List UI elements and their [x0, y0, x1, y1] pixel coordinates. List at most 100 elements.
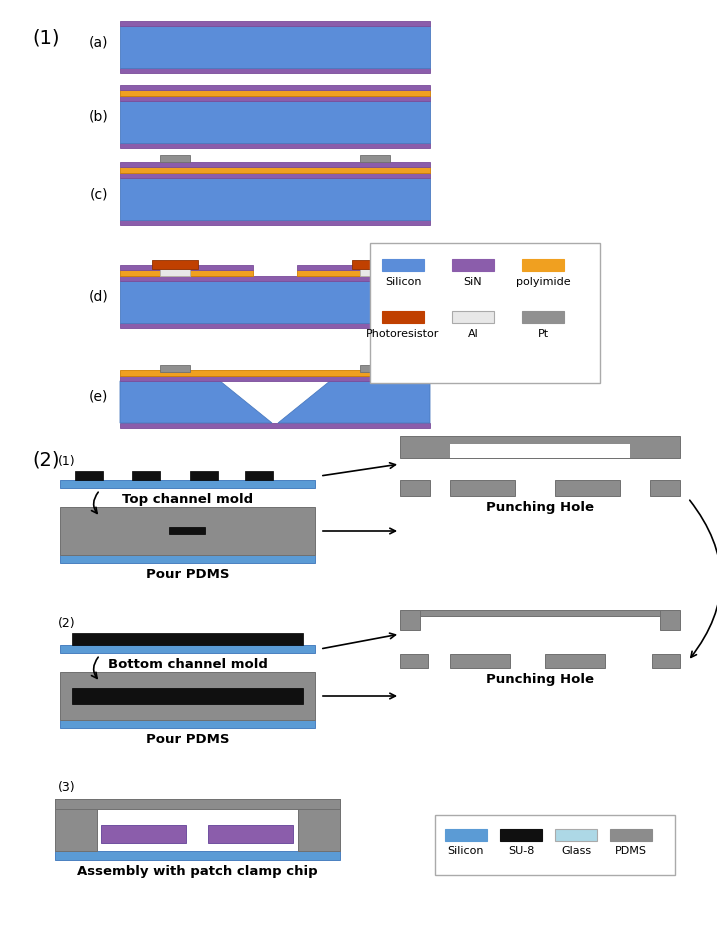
- FancyBboxPatch shape: [75, 471, 103, 480]
- FancyBboxPatch shape: [435, 815, 675, 875]
- Text: Silicon: Silicon: [385, 277, 422, 287]
- FancyBboxPatch shape: [420, 610, 660, 616]
- Text: Silicon: Silicon: [447, 846, 484, 856]
- Text: Pour PDMS: Pour PDMS: [146, 568, 229, 581]
- FancyBboxPatch shape: [450, 654, 510, 668]
- FancyBboxPatch shape: [72, 633, 303, 645]
- FancyBboxPatch shape: [60, 645, 315, 653]
- FancyBboxPatch shape: [160, 365, 190, 372]
- FancyBboxPatch shape: [120, 26, 430, 68]
- FancyBboxPatch shape: [245, 471, 273, 480]
- FancyBboxPatch shape: [169, 527, 205, 534]
- Text: Punching Hole: Punching Hole: [486, 501, 594, 514]
- FancyBboxPatch shape: [120, 173, 430, 178]
- Text: Assembly with patch clamp chip: Assembly with patch clamp chip: [77, 865, 318, 878]
- FancyBboxPatch shape: [120, 167, 430, 173]
- FancyBboxPatch shape: [60, 720, 315, 728]
- FancyBboxPatch shape: [297, 265, 430, 270]
- Text: Al: Al: [467, 329, 478, 339]
- FancyBboxPatch shape: [660, 610, 680, 630]
- Text: PDMS: PDMS: [615, 846, 647, 856]
- Text: Pour PDMS: Pour PDMS: [146, 733, 229, 746]
- FancyBboxPatch shape: [522, 311, 564, 323]
- FancyBboxPatch shape: [72, 688, 303, 704]
- Text: (a): (a): [88, 35, 108, 49]
- FancyBboxPatch shape: [452, 311, 494, 323]
- FancyBboxPatch shape: [120, 21, 430, 26]
- FancyBboxPatch shape: [120, 376, 430, 381]
- Text: polyimide: polyimide: [516, 277, 570, 287]
- FancyBboxPatch shape: [555, 480, 620, 496]
- FancyBboxPatch shape: [120, 370, 430, 376]
- Text: (b): (b): [88, 110, 108, 124]
- Text: (1): (1): [32, 28, 60, 47]
- FancyBboxPatch shape: [160, 269, 190, 276]
- Text: (c): (c): [90, 187, 108, 201]
- FancyBboxPatch shape: [120, 281, 430, 323]
- Text: Glass: Glass: [561, 846, 591, 856]
- FancyBboxPatch shape: [120, 101, 430, 143]
- FancyBboxPatch shape: [400, 480, 430, 496]
- FancyBboxPatch shape: [382, 311, 424, 323]
- Text: Pt: Pt: [538, 329, 549, 339]
- Text: (1): (1): [58, 455, 75, 468]
- Polygon shape: [278, 381, 430, 423]
- Text: SiN: SiN: [464, 277, 483, 287]
- FancyBboxPatch shape: [360, 155, 390, 162]
- FancyBboxPatch shape: [400, 610, 420, 630]
- FancyBboxPatch shape: [360, 365, 390, 372]
- FancyBboxPatch shape: [120, 323, 430, 328]
- FancyBboxPatch shape: [450, 444, 630, 458]
- FancyBboxPatch shape: [120, 68, 430, 73]
- FancyBboxPatch shape: [152, 260, 198, 269]
- FancyBboxPatch shape: [120, 90, 430, 96]
- FancyBboxPatch shape: [400, 436, 680, 458]
- FancyBboxPatch shape: [400, 654, 428, 668]
- FancyBboxPatch shape: [60, 672, 315, 720]
- Text: (e): (e): [89, 390, 108, 404]
- FancyBboxPatch shape: [120, 143, 430, 148]
- FancyBboxPatch shape: [445, 829, 487, 841]
- Text: Photoresistor: Photoresistor: [366, 329, 440, 339]
- FancyBboxPatch shape: [382, 259, 424, 271]
- Polygon shape: [120, 381, 272, 423]
- FancyBboxPatch shape: [298, 799, 340, 851]
- FancyBboxPatch shape: [60, 555, 315, 563]
- FancyBboxPatch shape: [132, 471, 160, 480]
- FancyBboxPatch shape: [120, 220, 430, 225]
- FancyBboxPatch shape: [650, 480, 680, 496]
- FancyBboxPatch shape: [208, 825, 293, 843]
- FancyBboxPatch shape: [160, 155, 190, 162]
- Text: SU-8: SU-8: [508, 846, 534, 856]
- Text: (2): (2): [58, 617, 75, 630]
- FancyBboxPatch shape: [500, 829, 542, 841]
- FancyBboxPatch shape: [522, 259, 564, 271]
- FancyBboxPatch shape: [55, 851, 340, 860]
- FancyBboxPatch shape: [555, 829, 597, 841]
- Text: Top channel mold: Top channel mold: [122, 493, 253, 506]
- Text: (d): (d): [88, 290, 108, 304]
- FancyBboxPatch shape: [370, 243, 600, 383]
- Text: Punching Hole: Punching Hole: [486, 673, 594, 686]
- FancyBboxPatch shape: [545, 654, 605, 668]
- FancyBboxPatch shape: [452, 259, 494, 271]
- FancyBboxPatch shape: [120, 96, 430, 101]
- Text: (2): (2): [32, 451, 60, 470]
- Text: (3): (3): [58, 781, 75, 794]
- FancyBboxPatch shape: [120, 423, 430, 428]
- FancyBboxPatch shape: [120, 270, 253, 276]
- FancyBboxPatch shape: [610, 829, 652, 841]
- FancyBboxPatch shape: [120, 178, 430, 220]
- FancyBboxPatch shape: [60, 507, 315, 555]
- FancyBboxPatch shape: [652, 654, 680, 668]
- FancyBboxPatch shape: [55, 799, 340, 809]
- FancyBboxPatch shape: [101, 825, 186, 843]
- FancyBboxPatch shape: [190, 471, 218, 480]
- FancyBboxPatch shape: [450, 480, 515, 496]
- FancyBboxPatch shape: [120, 265, 253, 270]
- FancyBboxPatch shape: [360, 269, 390, 276]
- FancyBboxPatch shape: [55, 799, 97, 851]
- FancyBboxPatch shape: [60, 480, 315, 488]
- Text: Bottom channel mold: Bottom channel mold: [108, 658, 267, 671]
- FancyBboxPatch shape: [297, 270, 430, 276]
